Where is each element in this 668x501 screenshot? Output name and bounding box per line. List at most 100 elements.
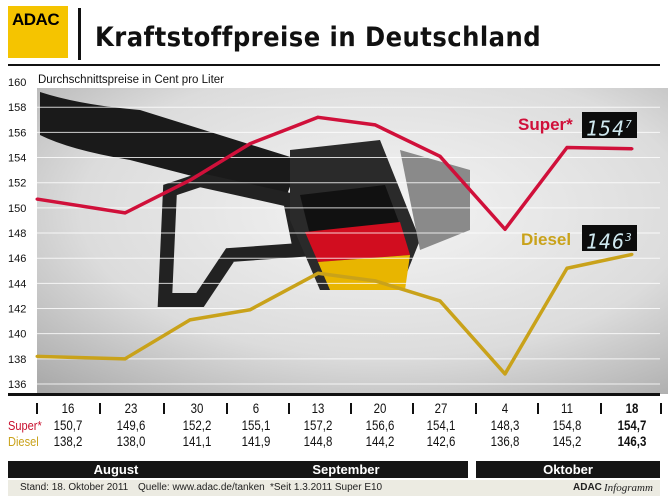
data-point [503,372,507,376]
month-bar: September [224,461,468,478]
data-point [565,266,569,270]
x-tick-mark [226,403,228,414]
y-tick-label: 158 [8,102,26,114]
x-tick-label: 30 [190,401,204,416]
y-tick-label: 148 [8,228,26,240]
x-tick-mark [99,403,101,414]
super-value-label: 155,1 [241,418,271,433]
header-rule [8,64,660,66]
y-tick-label: 140 [8,329,26,341]
super-value-label: 150,7 [53,418,83,433]
super-value-label: 148,3 [490,418,520,433]
super-value-label: 154,8 [552,418,582,433]
diesel-value-label: 144,2 [365,434,395,449]
data-point [630,147,634,151]
x-tick-label: 27 [434,401,448,416]
super-value-label: 152,2 [182,418,212,433]
x-tick-mark [475,403,477,414]
x-tick-mark [537,403,539,414]
footer-stand: Stand: 18. Oktober 2011 [20,482,129,493]
footer-source: Quelle: www.adac.de/tanken [138,482,265,493]
series-line-diesel [36,252,633,376]
footer-brand: ADAC [573,482,602,493]
y-tick-label: 136 [8,379,26,391]
data-point [123,357,127,361]
x-tick-label: 6 [252,401,260,416]
diesel-value-label: 144,8 [303,434,333,449]
row-label-diesel: Diesel [8,434,39,449]
x-tick-mark [660,403,662,414]
x-tick-label: 13 [311,401,325,416]
data-point [248,142,252,146]
x-tick-label: 23 [124,401,138,416]
super-price-display: 1547 [582,112,637,141]
x-tick-label: 18 [625,401,639,416]
data-point [188,178,192,182]
fuel-nozzle-illustration [40,92,470,307]
diesel-value-label: 138,2 [53,434,83,449]
x-tick-mark [36,403,38,414]
diesel-price-display: 1463 [582,225,637,254]
y-tick-label: 144 [8,278,26,290]
x-tick-mark [350,403,352,414]
y-tick-label: 156 [8,127,26,139]
y-axis-label: Durchschnittspreise in Cent pro Liter [38,74,224,86]
y-tick-label: 142 [8,304,26,316]
data-point [248,308,252,312]
super-display-decimal: 7 [625,118,633,131]
y-tick-label: 154 [8,153,26,165]
data-point [373,279,377,283]
x-tick-mark [412,403,414,414]
x-tick-label: 4 [501,401,509,416]
super-value-label: 149,6 [116,418,146,433]
super-value-label: 156,6 [365,418,395,433]
diesel-display-main: 146 [586,229,626,254]
diesel-value-label: 136,8 [490,434,520,449]
data-point [438,299,442,303]
diesel-value-label: 145,2 [552,434,582,449]
x-tick-mark [288,403,290,414]
month-bar: August [8,461,224,478]
diesel-value-label: 146,3 [617,434,647,449]
diesel-value-label: 142,6 [426,434,456,449]
data-point [35,197,39,201]
super-value-label: 154,7 [617,418,647,433]
legend-diesel: Diesel [521,230,572,249]
y-tick-label: 152 [8,178,26,190]
chart-title: Kraftstoffpreise in Deutschland [95,22,542,53]
data-point [188,318,192,322]
x-tick-label: 11 [561,401,573,416]
y-tick-label: 146 [8,253,26,265]
y-tick-label: 138 [8,354,26,366]
row-label-super: Super* [8,418,42,433]
x-tick-label: 20 [373,401,387,416]
legend-super: Super* [518,115,573,134]
series-line-super [36,115,633,232]
data-point [565,145,569,149]
month-bar: Oktober [476,461,660,478]
data-point [503,227,507,231]
diesel-value-label: 138,0 [116,434,146,449]
data-point [630,252,634,256]
footer-brand-suffix: Infogramm [604,482,653,494]
data-point [438,154,442,158]
data-point [316,115,320,119]
super-value-label: 157,2 [303,418,333,433]
x-axis-rule [8,393,660,396]
data-point [373,123,377,127]
data-point [35,354,39,358]
x-tick-mark [600,403,602,414]
y-tick-label: 160 [8,77,26,89]
x-tick-label: 16 [61,401,75,416]
data-point [316,271,320,275]
data-point [123,211,127,215]
y-tick-label: 150 [8,203,26,215]
super-value-label: 154,1 [426,418,456,433]
x-tick-mark [163,403,165,414]
footer: Stand: 18. Oktober 2011 Quelle: www.adac… [8,480,660,496]
diesel-value-label: 141,9 [241,434,271,449]
header-divider [78,8,81,60]
adac-logo: ADAC [8,6,68,58]
footer-note: *Seit 1.3.2011 Super E10 [270,482,383,493]
